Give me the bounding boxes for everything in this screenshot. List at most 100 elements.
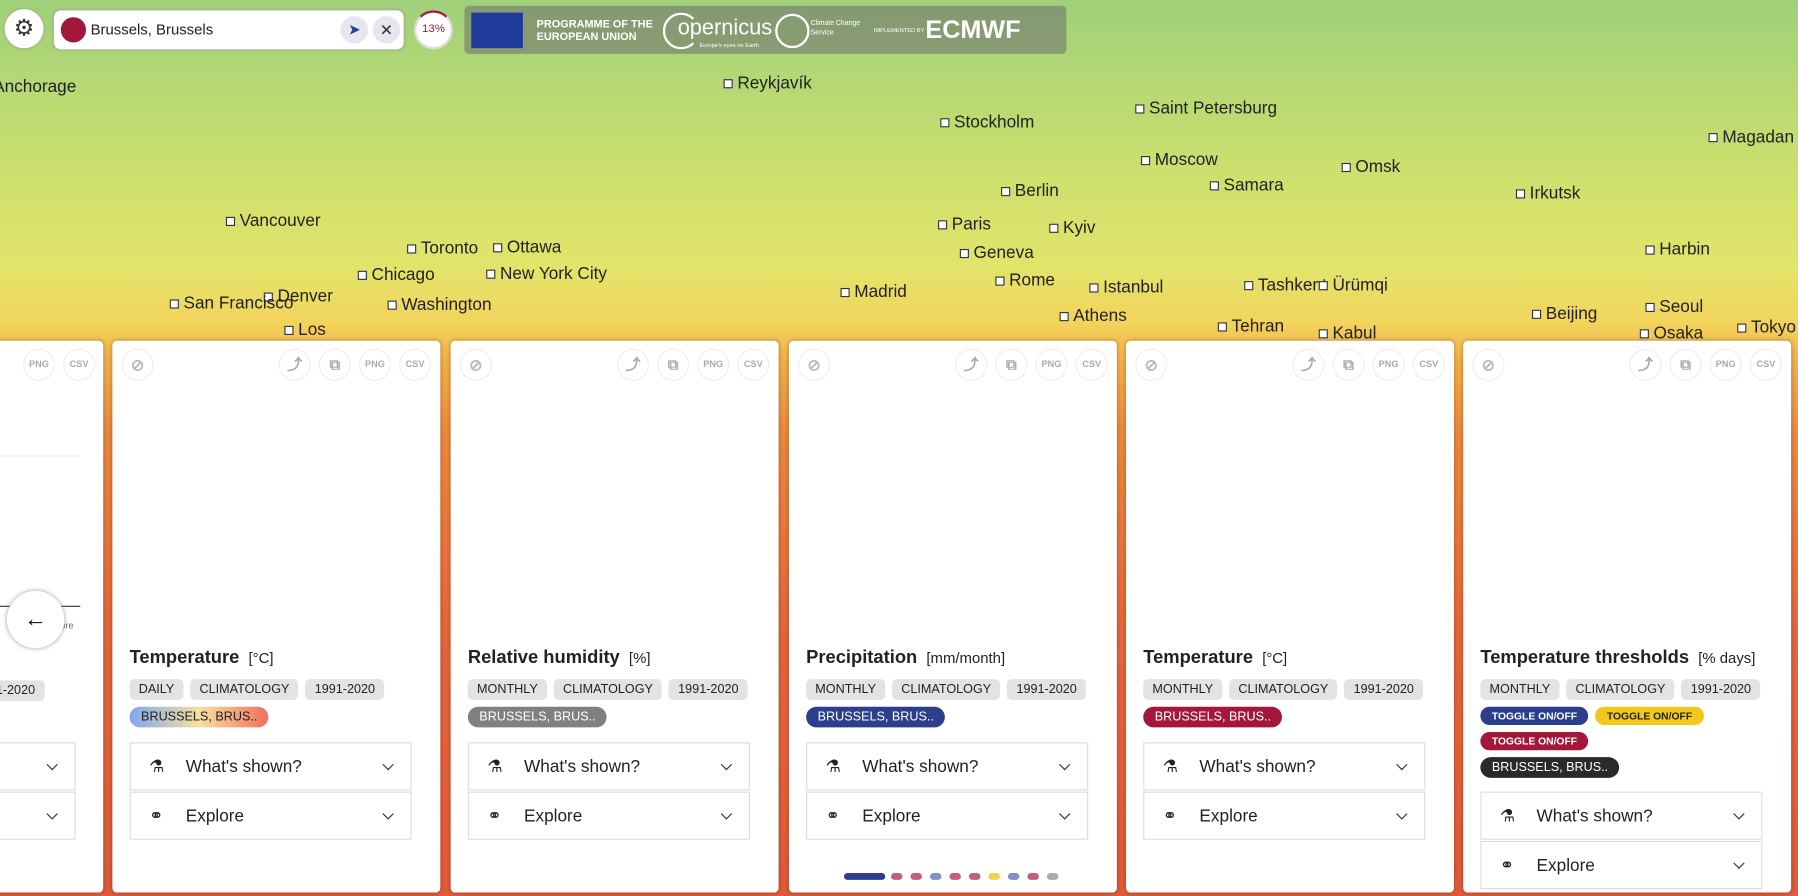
city-label: Seoul [1645,297,1703,317]
carousel-dot[interactable] [929,873,942,880]
png-button[interactable]: PNG [358,348,392,381]
png-button[interactable]: PNG [697,348,730,381]
card-title: Temperature [°C] [1143,648,1288,668]
copernicus-c [662,12,700,50]
carousel-dot[interactable] [968,873,981,880]
hide-button[interactable]: ⊘ [459,348,492,381]
eu-flag [471,12,523,49]
city-label: Vancouver [226,211,321,231]
png-button[interactable]: PNG [1372,348,1405,381]
csv-button[interactable]: CSV [1075,348,1108,381]
share-button[interactable]: ⤴ [278,348,311,381]
panel-toggle[interactable]: Explore ⚭ [467,791,750,840]
link-button[interactable]: ⧉ [318,348,351,381]
panel-icon: ⚗ [1162,757,1179,777]
icon-csv[interactable]: CSV [63,348,96,381]
panel-toggle[interactable]: Explore ⚭ [806,791,1089,840]
csv-button[interactable]: CSV [1749,348,1782,381]
link-button[interactable]: ⧉ [1332,348,1365,381]
tag: DAILY [129,679,184,700]
panel-toggle[interactable]: What's shown? ⚗ [1143,742,1426,791]
panel-toggle[interactable]: What's shown? ⚗ [1480,791,1763,840]
city-label: Saint Petersburg [1135,99,1277,119]
png-button[interactable]: PNG [1035,348,1068,381]
location-tag: BRUSSELS, BRUS.. [467,706,608,728]
panel-icon: ⚗ [825,757,842,777]
hide-button[interactable]: ⊘ [1472,348,1505,381]
prev-button[interactable]: ← [6,590,65,649]
panel-toggle[interactable]: What's shown? ⚗ [806,742,1089,791]
city-label: New York City [486,264,607,284]
panel-toggle[interactable]: Explore ⚭ [1143,791,1426,840]
link-button[interactable]: ⧉ [657,348,690,381]
clear-button[interactable]: ✕ [372,16,401,44]
city-label: Chicago [358,265,435,285]
carousel-dot[interactable] [843,873,886,880]
tag: 1991-2020 [1344,679,1424,700]
carousel-dot[interactable] [910,873,922,880]
hide-button[interactable]: ⊘ [1135,348,1168,381]
carousel-dot[interactable] [1027,873,1039,880]
ecmwf: ECMWF [925,14,1021,44]
panel-icon: ⚭ [825,806,841,827]
location-tag: BRUSSELS, BRUS.. [1480,757,1620,778]
panel-toggle[interactable]: Explore ⚭ [129,791,412,840]
card-title: Temperature [°C] [129,648,274,668]
panel[interactable] [0,791,76,840]
unit: [%] [628,649,651,667]
copernicus-sub: Europe's eyes on Earth [699,42,759,50]
city-label: Magadan [1709,127,1794,147]
carousel-dot[interactable] [1007,873,1020,880]
city-label: Kyiv [1049,218,1096,238]
city-label: Samara [1210,176,1284,196]
card-title: Relative humidity [%] [467,648,651,668]
city-label: Osaka [1640,324,1704,344]
panel-toggle[interactable]: Explore ⚭ [1480,840,1763,890]
share-button[interactable]: ⤴ [616,348,650,381]
panel-icon: ⚭ [1162,806,1178,827]
series-toggle[interactable]: TOGGLE ON/OFF [1480,731,1589,751]
share-button[interactable]: ⤴ [1292,348,1325,381]
location-tag: BRUSSELS, BRUS.. [129,706,269,728]
hide-button[interactable]: ⊘ [121,348,154,381]
city-label: Geneva [960,243,1034,263]
series-toggle[interactable]: TOGGLE ON/OFF [1480,706,1589,726]
carousel-dot[interactable] [988,873,1000,880]
share-button[interactable]: ⤴ [1629,348,1662,381]
city-label: Tehran [1218,317,1285,337]
city-label: Tokyo [1737,318,1796,338]
panel-toggle[interactable]: What's shown? ⚗ [129,742,412,791]
icon-png[interactable]: PNG [22,348,56,381]
panel[interactable] [0,742,76,791]
tag: 1991-2020 [0,680,45,701]
hide-button[interactable]: ⊘ [798,348,831,381]
link-button[interactable]: ⧉ [1669,348,1702,381]
location-tag: BRUSSELS, BRUS.. [806,706,946,728]
series-toggle[interactable]: TOGGLE ON/OFF [1595,706,1704,726]
carousel-dot[interactable] [949,873,961,880]
partial-axis [0,455,81,607]
share-button[interactable]: ⤴ [955,348,988,381]
tags: MONTHLY CLIMATOLOGY 1991-2020 TOGGLE ON/OFF… [1480,679,1780,778]
settings-button[interactable]: ⚙ [4,9,44,49]
c3s-logo [775,13,810,49]
tag: CLIMATOLOGY [892,679,1001,700]
png-button[interactable]: PNG [1709,348,1742,381]
search-box[interactable]: Brussels, Brussels ➤ ✕ [53,10,404,50]
carousel-dot[interactable] [1046,873,1059,880]
banner: PROGRAMME OF THE EUROPEAN UNION opernicus… [464,5,1067,54]
panel-toggle[interactable]: What's shown? ⚗ [467,742,750,791]
city-label: Madrid [841,282,907,302]
locate-button[interactable]: ➤ [340,16,369,44]
tag: MONTHLY [467,679,547,700]
search-text[interactable]: Brussels, Brussels [90,20,214,38]
tag: CLIMATOLOGY [190,679,299,700]
card-title: Temperature thresholds [% days] [1480,648,1756,668]
csv-button[interactable]: CSV [399,348,432,381]
link-button[interactable]: ⧉ [995,348,1028,381]
csv-button[interactable]: CSV [1412,348,1445,381]
csv-button[interactable]: CSV [737,348,770,381]
carousel-dot[interactable] [890,873,903,880]
city-label: Istanbul [1089,278,1163,298]
